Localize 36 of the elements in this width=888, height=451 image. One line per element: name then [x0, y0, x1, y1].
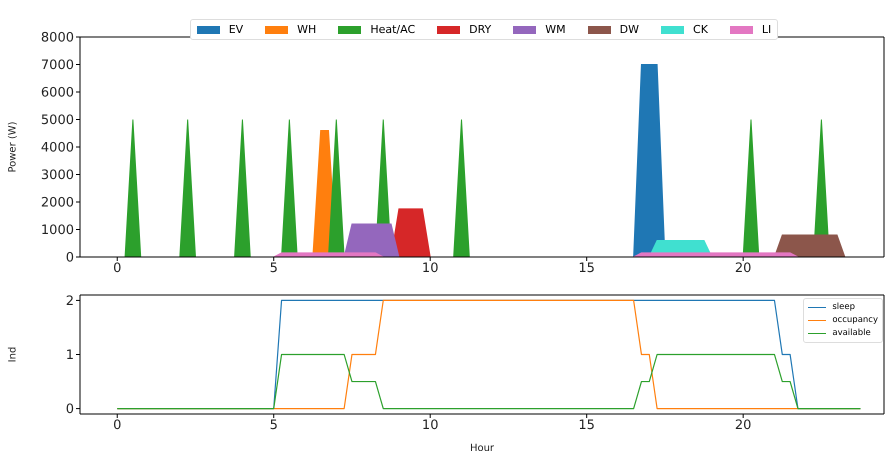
y-tick-label: 1: [66, 348, 74, 364]
legend-label: available: [832, 327, 871, 340]
legend-label: LI: [762, 23, 772, 36]
legend-label: occupancy: [832, 314, 878, 327]
legend-label: CK: [693, 23, 708, 36]
x-tick-label: 15: [578, 418, 595, 434]
y-tick-label: 1000: [40, 223, 74, 238]
y-tick-label: 6000: [40, 86, 74, 101]
x-tick-label: 20: [734, 418, 752, 434]
y-axis-title: Power (W): [8, 121, 19, 173]
y-tick-label: 2: [66, 294, 74, 310]
legend-label: Heat/AC: [370, 23, 416, 36]
legend-label: WM: [545, 23, 566, 36]
legend-label: DRY: [469, 23, 492, 36]
y-tick-label: 0: [66, 250, 74, 266]
x-tick-label: 20: [734, 261, 752, 276]
x-tick-label: 0: [113, 261, 122, 276]
x-axis-title: Hour: [470, 443, 495, 451]
y-tick-label: 5000: [40, 113, 74, 128]
y-tick-label: 2000: [40, 196, 74, 211]
legend-label: EV: [228, 23, 244, 36]
y-tick-label: 7000: [40, 58, 74, 74]
y-tick-label: 8000: [40, 30, 74, 46]
y-tick-label: 4000: [40, 140, 74, 156]
x-tick-label: 5: [270, 261, 278, 276]
x-tick-label: 0: [113, 418, 122, 434]
x-tick-label: 5: [270, 418, 278, 434]
y-tick-label: 3000: [40, 168, 74, 184]
legend-label: WH: [297, 23, 316, 36]
y-tick-label: 0: [66, 402, 74, 418]
x-tick-label: 10: [422, 261, 438, 276]
legend-label: DW: [620, 23, 640, 36]
y-axis-title: Ind: [8, 346, 19, 362]
legend-label: sleep: [832, 301, 856, 314]
x-tick-label: 10: [422, 418, 438, 434]
x-tick-label: 15: [578, 261, 595, 276]
